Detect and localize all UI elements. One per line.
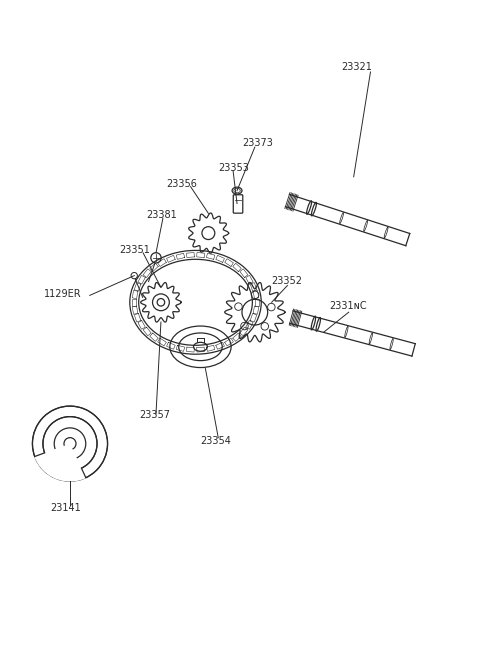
Text: 23357: 23357 — [139, 410, 170, 420]
Text: 23354: 23354 — [201, 436, 231, 445]
Text: 2331ɴC: 2331ɴC — [329, 301, 367, 311]
Wedge shape — [35, 443, 86, 482]
Text: 1129ER: 1129ER — [44, 289, 82, 300]
Text: 23381: 23381 — [146, 210, 177, 220]
Text: 23353: 23353 — [218, 163, 249, 173]
Text: 23356: 23356 — [166, 179, 197, 189]
Text: 23321: 23321 — [341, 62, 372, 72]
Text: 23141: 23141 — [50, 503, 81, 513]
Text: 23352: 23352 — [272, 275, 302, 286]
Text: 23351: 23351 — [120, 245, 150, 255]
Text: 23373: 23373 — [242, 138, 273, 148]
